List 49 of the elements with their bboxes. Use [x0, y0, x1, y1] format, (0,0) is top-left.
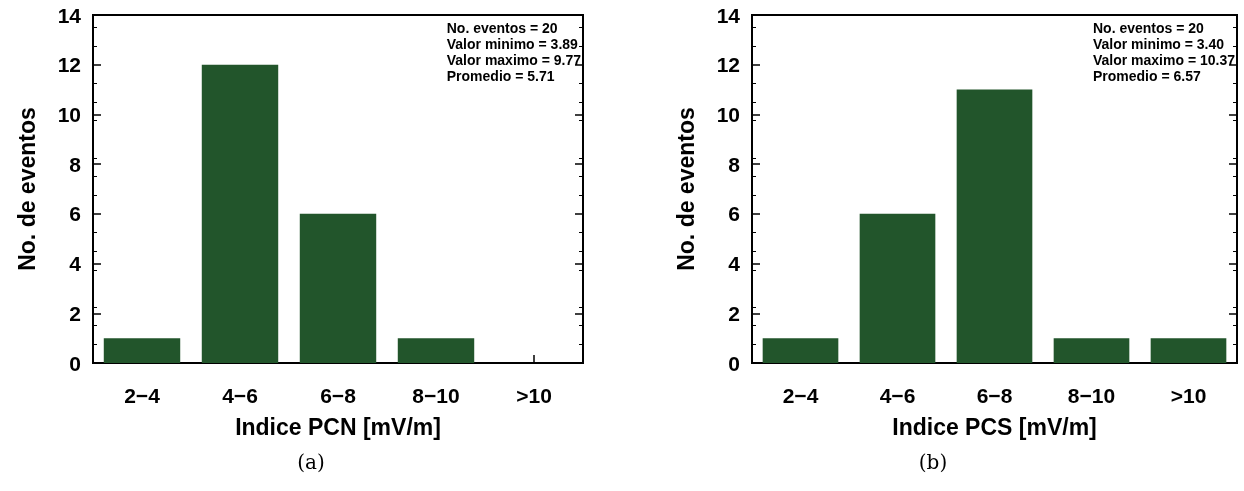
annotation: Valor maximo = 10.37 [1092, 52, 1236, 68]
y-tick-label: 0 [728, 351, 740, 375]
x-tick-label: 4−6 [222, 384, 258, 407]
y-tick-label: 14 [57, 3, 82, 27]
annotation: No. eventos = 20 [1092, 20, 1205, 36]
y-tick-label: 14 [716, 3, 741, 27]
y-tick-label: 2 [728, 301, 740, 325]
text: (a) [297, 450, 325, 474]
x-axis-title: Indice PCN [mV/m] [235, 413, 441, 440]
annotation: Valor minimo = 3.40 [1092, 36, 1225, 52]
y-tick-label: 6 [728, 202, 740, 226]
y-tick-label: 6 [69, 202, 81, 226]
x-tick-label: 8−10 [1067, 384, 1116, 407]
y-tick-label: 4 [728, 252, 741, 276]
y-tick-label: 2 [69, 301, 81, 325]
bar [762, 338, 839, 363]
annotation: Promedio = 5.71 [446, 68, 555, 84]
y-tick-label: 10 [57, 102, 81, 126]
x-tick-label: 2−4 [124, 384, 161, 407]
x-tick-label: 6−8 [976, 384, 1013, 407]
x-tick-label: 4−6 [879, 384, 916, 407]
text: (b) [918, 450, 948, 474]
x-tick-label: 2−4 [782, 384, 819, 407]
y-tick-label: 10 [716, 102, 740, 126]
bar [956, 89, 1033, 363]
y-axis-title: No. de eventos [13, 107, 40, 271]
y-tick-label: 8 [69, 152, 82, 176]
bar [859, 213, 936, 363]
x-tick-label: >10 [516, 384, 552, 407]
y-tick-label: 0 [69, 351, 81, 375]
y-tick-label: 12 [57, 53, 81, 77]
bar [299, 213, 377, 363]
annotation: Promedio = 6.57 [1092, 68, 1201, 84]
bar [1053, 338, 1130, 363]
x-axis-title: Indice PCS [mV/m] [892, 413, 1097, 440]
annotation: No. eventos = 20 [446, 20, 558, 36]
bar [103, 338, 181, 363]
annotation: Valor minimo = 3.89 [446, 36, 579, 52]
bar [1150, 338, 1227, 363]
y-tick-label: 8 [728, 152, 741, 176]
x-tick-label: 8−10 [412, 384, 460, 407]
y-axis-title: No. de eventos [672, 107, 699, 271]
y-tick-label: 4 [69, 252, 82, 276]
annotation: Valor maximo = 9.77 [446, 52, 582, 68]
bar [397, 338, 475, 363]
y-tick-label: 12 [716, 53, 740, 77]
x-tick-label: >10 [1170, 384, 1207, 407]
x-tick-label: 6−8 [320, 384, 357, 407]
bar [201, 64, 279, 363]
